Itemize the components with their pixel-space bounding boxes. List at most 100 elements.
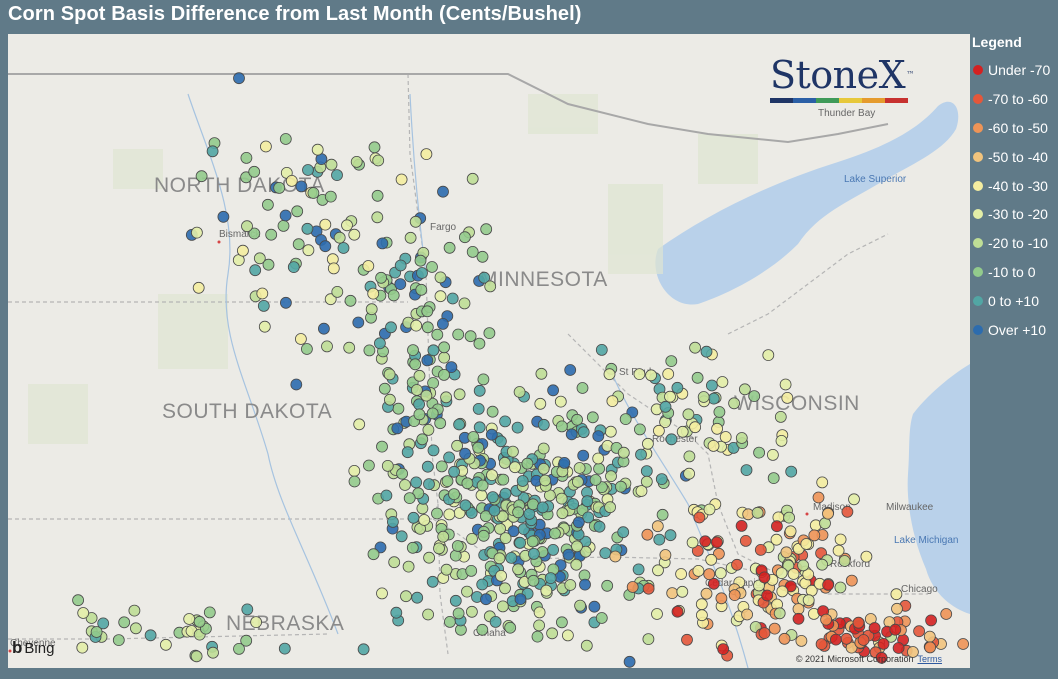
elevator-point[interactable]: [800, 538, 813, 550]
elevator-point[interactable]: [714, 567, 727, 579]
elevator-point[interactable]: [875, 651, 888, 664]
elevator-point[interactable]: [676, 425, 689, 438]
elevator-point[interactable]: [940, 608, 953, 620]
elevator-point[interactable]: [383, 368, 396, 381]
elevator-point[interactable]: [333, 231, 346, 244]
elevator-point[interactable]: [343, 341, 356, 354]
elevator-point[interactable]: [461, 477, 474, 490]
elevator-point[interactable]: [775, 567, 788, 579]
elevator-point[interactable]: [705, 553, 718, 566]
elevator-point[interactable]: [376, 587, 388, 600]
elevator-point[interactable]: [441, 475, 454, 488]
elevator-point[interactable]: [300, 343, 313, 355]
elevator-point[interactable]: [112, 634, 125, 646]
elevator-point[interactable]: [371, 211, 384, 224]
elevator-point[interactable]: [241, 220, 253, 233]
elevator-point[interactable]: [321, 340, 333, 353]
elevator-point[interactable]: [302, 164, 314, 176]
elevator-point[interactable]: [802, 594, 815, 607]
elevator-point[interactable]: [403, 492, 416, 505]
elevator-point[interactable]: [830, 633, 842, 646]
elevator-point[interactable]: [795, 635, 808, 647]
elevator-point[interactable]: [582, 511, 595, 524]
elevator-point[interactable]: [544, 572, 557, 584]
elevator-point[interactable]: [250, 616, 263, 628]
elevator-point[interactable]: [190, 650, 203, 663]
elevator-point[interactable]: [713, 406, 726, 418]
elevator-point[interactable]: [632, 563, 645, 576]
elevator-point[interactable]: [248, 165, 261, 178]
elevator-point[interactable]: [571, 540, 583, 553]
elevator-point[interactable]: [537, 442, 550, 455]
elevator-point[interactable]: [144, 629, 157, 642]
legend-item[interactable]: -70 to -60: [971, 85, 1058, 114]
elevator-point[interactable]: [287, 261, 300, 274]
elevator-point[interactable]: [392, 402, 405, 415]
elevator-point[interactable]: [440, 391, 453, 404]
elevator-point[interactable]: [486, 491, 499, 504]
legend-item[interactable]: -40 to -30: [971, 171, 1058, 200]
elevator-point[interactable]: [671, 605, 684, 618]
elevator-point[interactable]: [479, 510, 492, 523]
elevator-point[interactable]: [311, 143, 324, 156]
elevator-point[interactable]: [707, 392, 720, 405]
elevator-point[interactable]: [857, 634, 870, 646]
elevator-point[interactable]: [446, 292, 459, 305]
elevator-point[interactable]: [486, 405, 499, 418]
elevator-point[interactable]: [362, 260, 375, 272]
elevator-point[interactable]: [504, 621, 517, 634]
elevator-point[interactable]: [512, 563, 525, 576]
elevator-point[interactable]: [604, 425, 617, 438]
elevator-point[interactable]: [579, 545, 592, 558]
elevator-point[interactable]: [664, 390, 676, 403]
elevator-point[interactable]: [337, 242, 350, 254]
elevator-point[interactable]: [619, 413, 632, 426]
elevator-point[interactable]: [780, 546, 793, 559]
elevator-point[interactable]: [390, 606, 403, 619]
elevator-point[interactable]: [476, 250, 489, 263]
elevator-point[interactable]: [324, 293, 337, 306]
elevator-point[interactable]: [394, 278, 407, 291]
elevator-point[interactable]: [699, 535, 712, 548]
elevator-point[interactable]: [556, 507, 569, 520]
elevator-point[interactable]: [480, 593, 492, 606]
elevator-point[interactable]: [435, 460, 448, 473]
elevator-point[interactable]: [380, 489, 393, 502]
elevator-point[interactable]: [761, 589, 774, 602]
elevator-point[interactable]: [327, 262, 340, 275]
elevator-point[interactable]: [484, 280, 497, 293]
elevator-point[interactable]: [556, 420, 568, 433]
elevator-point[interactable]: [386, 515, 399, 528]
elevator-point[interactable]: [641, 528, 654, 541]
elevator-point[interactable]: [421, 321, 434, 334]
elevator-point[interactable]: [768, 622, 781, 635]
elevator-point[interactable]: [822, 507, 834, 520]
elevator-point[interactable]: [633, 368, 646, 381]
elevator-point[interactable]: [207, 646, 219, 659]
elevator-point[interactable]: [653, 424, 665, 437]
elevator-point[interactable]: [279, 296, 292, 309]
elevator-point[interactable]: [706, 379, 718, 392]
elevator-point[interactable]: [413, 408, 426, 421]
elevator-point[interactable]: [257, 299, 270, 312]
elevator-point[interactable]: [601, 579, 614, 592]
map-canvas[interactable]: NORTH DAKOTA MINNESOTA SOUTH DAKOTA WISC…: [8, 34, 970, 668]
elevator-point[interactable]: [913, 625, 925, 638]
elevator-point[interactable]: [277, 219, 290, 232]
elevator-point[interactable]: [779, 378, 792, 391]
elevator-point[interactable]: [233, 643, 245, 655]
elevator-point[interactable]: [758, 571, 771, 584]
elevator-point[interactable]: [711, 422, 723, 435]
elevator-point[interactable]: [776, 585, 789, 598]
elevator-point[interactable]: [319, 240, 332, 253]
elevator-point[interactable]: [586, 411, 599, 424]
elevator-point[interactable]: [485, 428, 498, 441]
elevator-point[interactable]: [407, 344, 419, 357]
elevator-point[interactable]: [367, 548, 380, 561]
elevator-point[interactable]: [664, 529, 677, 542]
elevator-point[interactable]: [907, 646, 919, 658]
elevator-point[interactable]: [192, 281, 205, 294]
elevator-point[interactable]: [388, 556, 401, 569]
elevator-point[interactable]: [411, 591, 424, 604]
elevator-point[interactable]: [606, 395, 619, 408]
